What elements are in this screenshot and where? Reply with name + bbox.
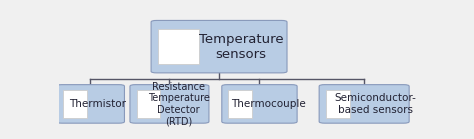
FancyBboxPatch shape [151,20,287,73]
FancyBboxPatch shape [222,85,297,123]
FancyBboxPatch shape [228,90,252,118]
FancyBboxPatch shape [319,85,409,123]
FancyBboxPatch shape [63,90,87,118]
FancyBboxPatch shape [137,90,161,118]
FancyBboxPatch shape [130,85,209,123]
Text: Thermocouple: Thermocouple [231,99,306,109]
FancyBboxPatch shape [158,29,199,64]
Text: Semiconductor-
based sensors: Semiconductor- based sensors [334,93,416,115]
Text: Thermistor: Thermistor [69,99,127,109]
Text: Temperature
sensors: Temperature sensors [199,33,283,61]
FancyBboxPatch shape [56,85,125,123]
Text: Resistance
Temperature
Detector
(RTD): Resistance Temperature Detector (RTD) [148,81,210,126]
FancyBboxPatch shape [326,90,350,118]
